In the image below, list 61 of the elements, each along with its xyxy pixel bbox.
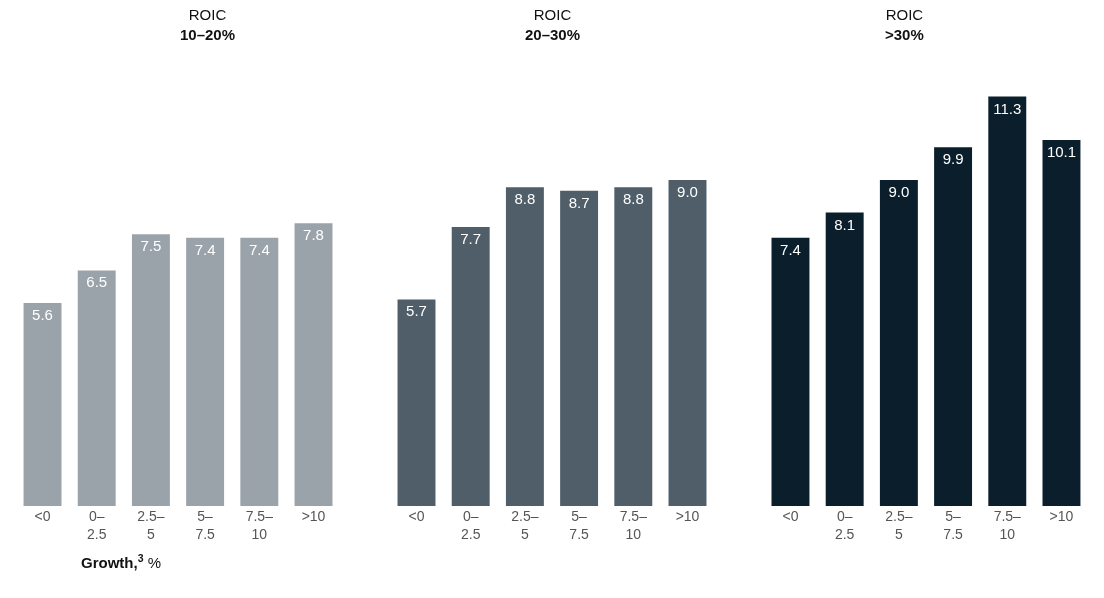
bar [1042, 140, 1081, 506]
chart-subtitle: >30% [885, 25, 924, 43]
bar [505, 187, 544, 506]
data-label: 8.8 [514, 190, 536, 208]
data-label: 8.7 [568, 193, 590, 211]
bar [397, 299, 436, 506]
bar [131, 234, 170, 506]
chart-title: ROIC [533, 6, 572, 23]
x-tick-label: 7.5– 10 [993, 508, 1022, 543]
bar [186, 237, 225, 506]
x-tick-label: 7.5– 10 [245, 508, 274, 543]
data-label: 7.7 [460, 229, 482, 247]
bar [240, 237, 279, 506]
x-tick-label: <0 [782, 508, 799, 524]
bar [771, 237, 810, 506]
x-tick-label: 7.5– 10 [619, 508, 648, 543]
data-label: 7.5 [140, 237, 162, 255]
data-label: 8.8 [622, 190, 644, 208]
x-tick-label: <0 [34, 508, 51, 524]
x-tick-label: >10 [301, 508, 326, 524]
chart-title: ROIC [188, 6, 227, 23]
x-tick-label: >10 [1049, 508, 1074, 524]
bar [560, 190, 599, 506]
x-tick-label: 5– 7.5 [569, 508, 590, 543]
data-label: 7.4 [780, 240, 801, 258]
bar [879, 179, 918, 506]
x-tick-label: 0– 2.5 [834, 508, 855, 543]
x-tick-label: 2.5– 5 [137, 508, 165, 543]
x-tick-label: 0– 2.5 [460, 508, 481, 543]
bar [825, 212, 864, 506]
data-label: 7.4 [194, 240, 216, 258]
data-label: 11.3 [993, 99, 1022, 117]
chart-title: ROIC [885, 6, 924, 23]
chart-subtitle: 20–30% [525, 25, 581, 43]
bar [294, 223, 333, 506]
bar [23, 303, 62, 506]
bar [668, 179, 707, 506]
x-tick-label: 5– 7.5 [195, 508, 216, 543]
data-label: 6.5 [86, 273, 108, 291]
data-label: 5.6 [32, 306, 53, 324]
x-tick-label: 5– 7.5 [943, 508, 964, 543]
bar [451, 226, 490, 506]
x-tick-label: 2.5– 5 [885, 508, 913, 543]
bar [988, 96, 1027, 506]
chart-subtitle: 10–20% [180, 25, 236, 43]
x-tick-label: <0 [408, 508, 425, 524]
data-label: 7.8 [303, 226, 324, 244]
data-label: 9.9 [942, 150, 964, 168]
x-tick-label: 2.5– 5 [511, 508, 539, 543]
bar [934, 147, 973, 506]
data-label: 8.1 [834, 215, 856, 233]
data-label: 5.7 [406, 302, 427, 320]
data-label: 9.0 [677, 182, 698, 200]
x-tick-label: 0– 2.5 [86, 508, 107, 543]
x-axis-title: Growth,$^{3}$ % [81, 552, 162, 572]
x-tick-label: >10 [675, 508, 700, 524]
data-label: 10.1 [1046, 143, 1077, 161]
data-label: 7.4 [248, 240, 270, 258]
bar [614, 187, 653, 506]
bar [77, 270, 116, 506]
data-label: 9.0 [888, 182, 910, 200]
